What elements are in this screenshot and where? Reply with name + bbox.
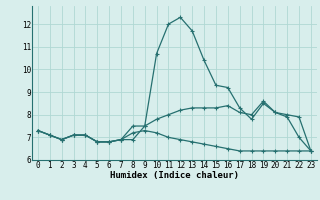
X-axis label: Humidex (Indice chaleur): Humidex (Indice chaleur) bbox=[110, 171, 239, 180]
